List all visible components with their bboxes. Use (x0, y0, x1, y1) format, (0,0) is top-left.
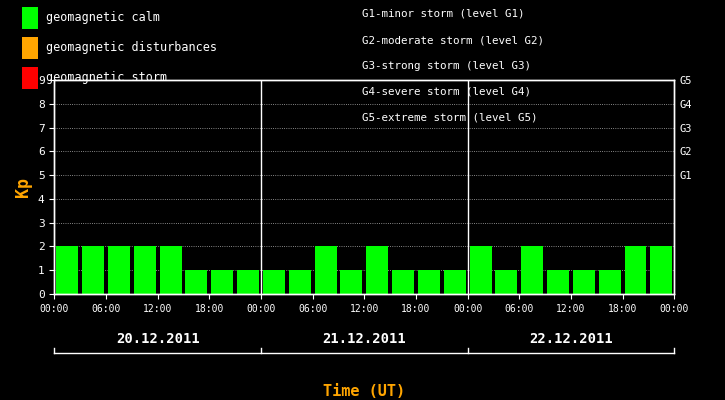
Text: geomagnetic calm: geomagnetic calm (46, 12, 160, 24)
Text: 20.12.2011: 20.12.2011 (116, 332, 199, 346)
Bar (211, 270, 233, 294)
Bar (650, 246, 672, 294)
Text: G3-strong storm (level G3): G3-strong storm (level G3) (362, 61, 531, 71)
Bar (470, 246, 492, 294)
Bar (392, 270, 414, 294)
Bar (444, 270, 465, 294)
Text: geomagnetic disturbances: geomagnetic disturbances (46, 42, 218, 54)
Bar (237, 270, 259, 294)
Text: geomagnetic storm: geomagnetic storm (46, 72, 167, 84)
Bar (366, 246, 388, 294)
Text: G4-severe storm (level G4): G4-severe storm (level G4) (362, 87, 531, 97)
Bar (186, 270, 207, 294)
Bar (599, 270, 621, 294)
Bar (108, 246, 130, 294)
Bar (134, 246, 156, 294)
Bar (495, 270, 518, 294)
Text: G5-extreme storm (level G5): G5-extreme storm (level G5) (362, 113, 538, 123)
Bar (547, 270, 569, 294)
Text: G2-moderate storm (level G2): G2-moderate storm (level G2) (362, 35, 544, 45)
Text: Time (UT): Time (UT) (323, 384, 405, 399)
Bar (521, 246, 543, 294)
Bar (160, 246, 181, 294)
Y-axis label: Kp: Kp (14, 177, 33, 197)
Text: 22.12.2011: 22.12.2011 (529, 332, 613, 346)
Bar (315, 246, 336, 294)
Bar (263, 270, 285, 294)
Bar (418, 270, 440, 294)
Text: G1-minor storm (level G1): G1-minor storm (level G1) (362, 9, 525, 19)
Bar (624, 246, 647, 294)
Bar (57, 246, 78, 294)
Text: 21.12.2011: 21.12.2011 (323, 332, 406, 346)
Bar (82, 246, 104, 294)
Bar (573, 270, 594, 294)
Bar (341, 270, 362, 294)
Bar (289, 270, 311, 294)
